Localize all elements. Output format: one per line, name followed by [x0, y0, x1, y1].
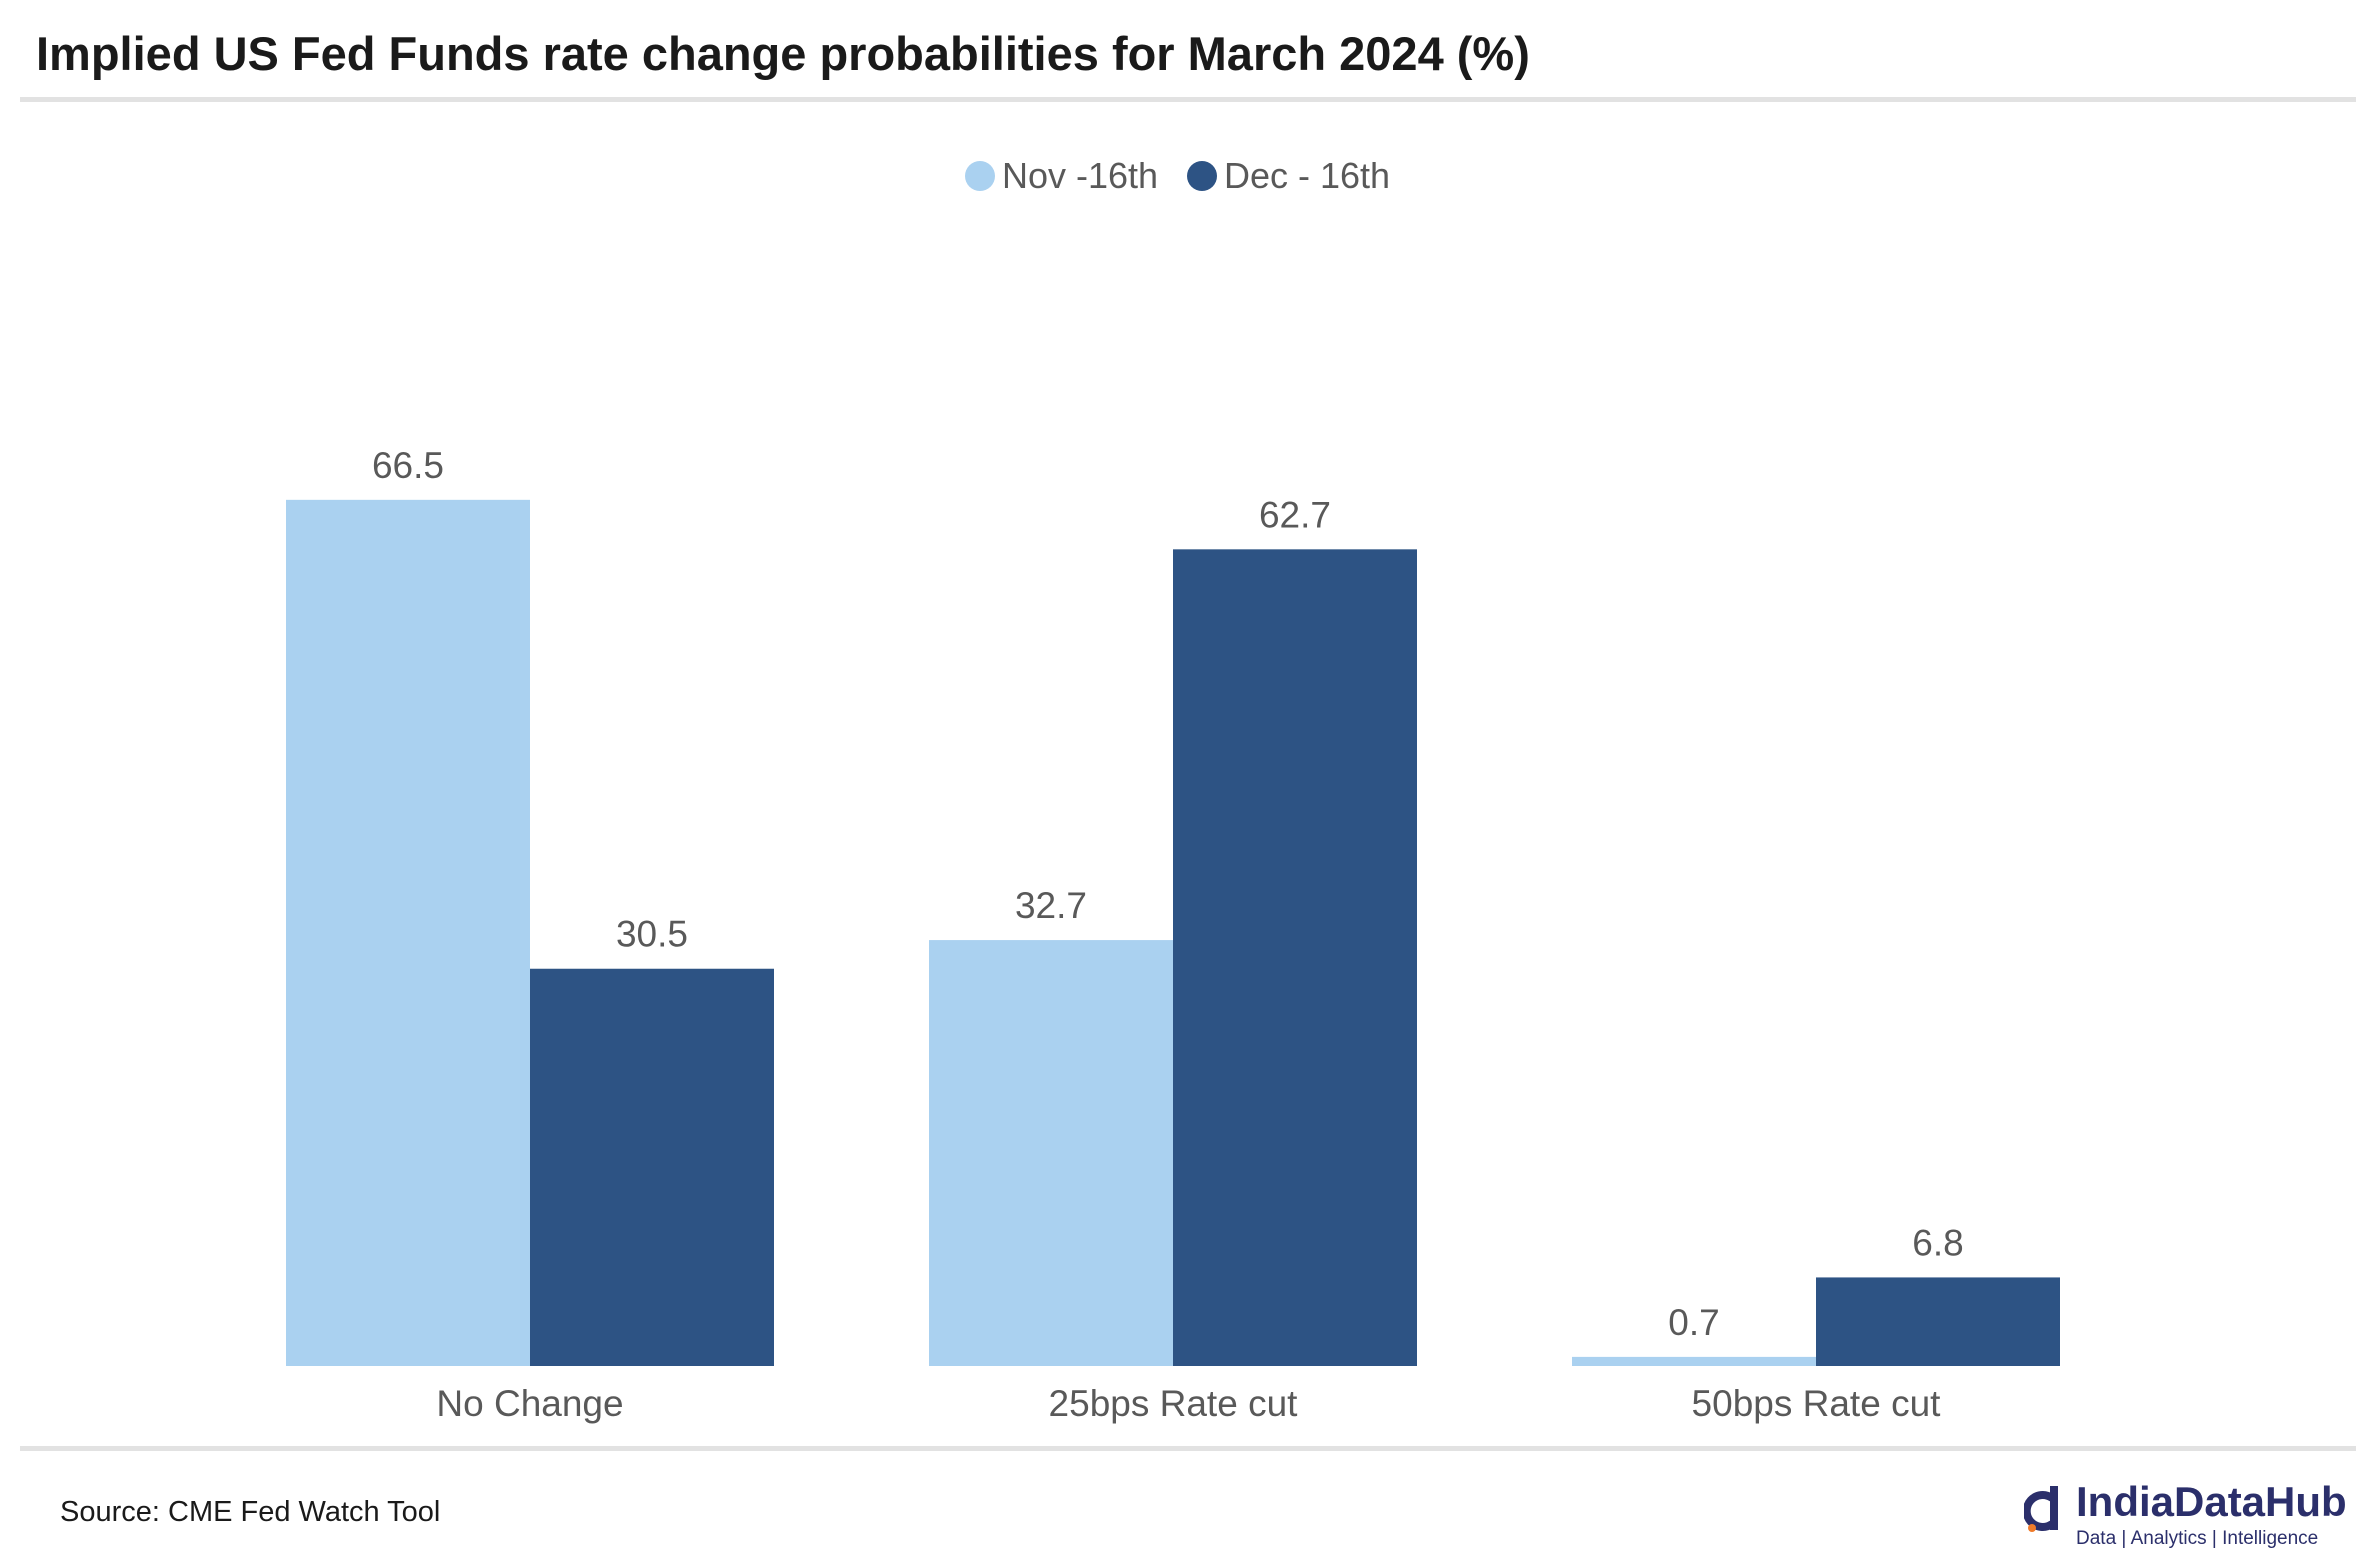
legend-marker — [1187, 161, 1217, 191]
data-label: 32.7 — [1015, 885, 1087, 926]
legend-label: Dec - 16th — [1224, 155, 1390, 196]
bar-chart: Nov -16th Dec - 16th 66.5 30.5 No Change 32.7… — [286, 155, 2060, 1424]
legend-label: Nov -16th — [1002, 155, 1158, 196]
chart-title: Implied US Fed Funds rate change probabi… — [36, 27, 1530, 80]
brand-logo: IndiaDataHub Data | Analytics | Intellig… — [2010, 1476, 2360, 1556]
x-tick-label: 25bps Rate cut — [1049, 1383, 1299, 1424]
logo-name: IndiaDataHub — [2076, 1478, 2347, 1525]
source-note: Source: CME Fed Watch Tool — [60, 1496, 441, 1528]
logo-mark-icon — [2024, 1486, 2058, 1532]
data-label: 66.5 — [372, 445, 444, 486]
bar — [1572, 1356, 1816, 1366]
data-label: 62.7 — [1259, 494, 1331, 535]
legend-marker — [965, 161, 995, 191]
bar — [1816, 1277, 2060, 1366]
data-label: 6.8 — [1912, 1222, 1963, 1263]
data-label: 30.5 — [616, 914, 688, 955]
logo-tagline: Data | Analytics | Intelligence — [2076, 1528, 2319, 1549]
bar — [530, 968, 774, 1366]
x-tick-label: 50bps Rate cut — [1692, 1383, 1942, 1424]
bar — [286, 499, 530, 1366]
bar — [929, 940, 1173, 1366]
x-tick-label: No Change — [436, 1383, 623, 1424]
title-divider — [20, 97, 2356, 102]
footer-divider — [20, 1446, 2356, 1451]
data-label: 0.7 — [1668, 1302, 1719, 1343]
bar — [1173, 549, 1417, 1366]
